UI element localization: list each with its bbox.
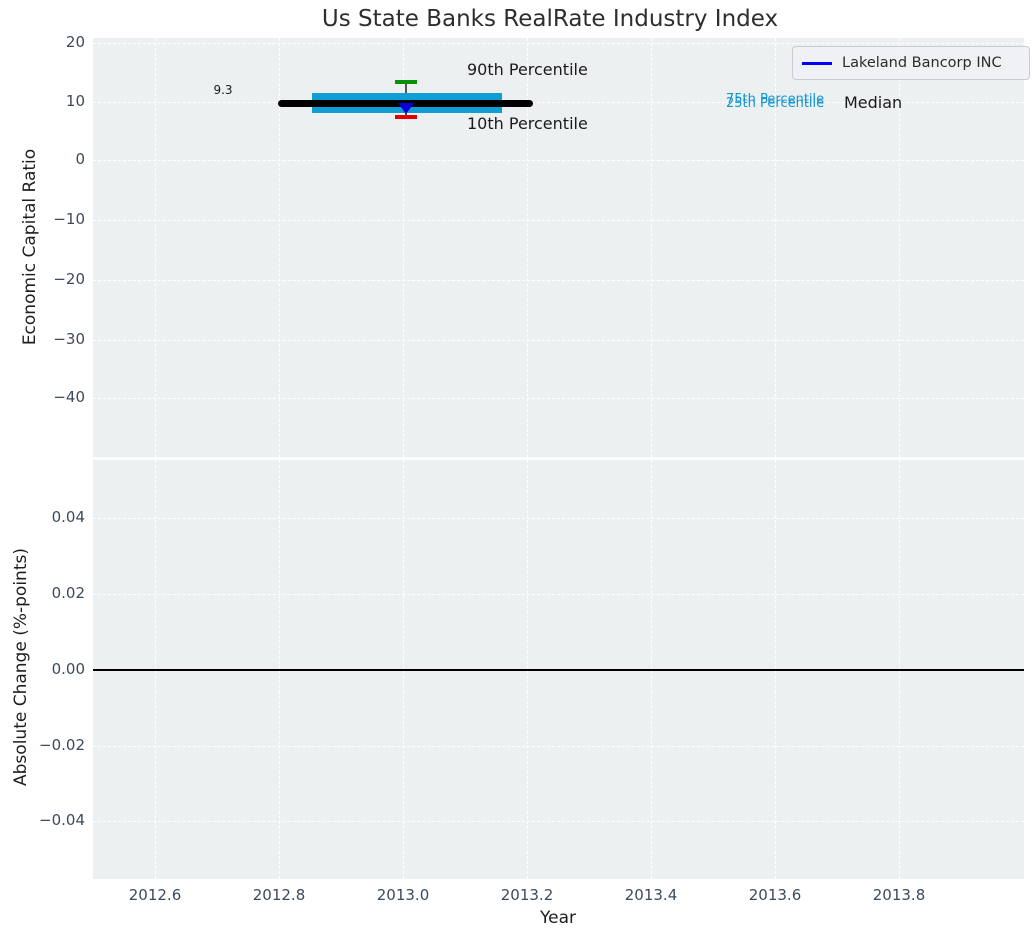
x-tick-label: 2013.6 [730, 886, 820, 904]
gridline [93, 220, 1024, 221]
gridline [93, 160, 1024, 161]
top-y-axis-label: Economic Capital Ratio [20, 149, 40, 345]
x-tick-label: 2012.6 [110, 886, 200, 904]
top-plot-area: 9.3 90th Percentile 10th Percentile 75th… [93, 38, 1024, 457]
p90-cap [395, 80, 417, 84]
gridline [93, 398, 1024, 399]
p25-label: 25th Percentile [726, 96, 824, 111]
gridline [93, 280, 1024, 281]
gridline [93, 340, 1024, 341]
x-tick-label: 2013.0 [358, 886, 448, 904]
legend-entry: Lakeland Bancorp INC [842, 55, 1002, 71]
gridline [651, 38, 652, 457]
x-tick-label: 2013.8 [854, 886, 944, 904]
bottom-plot-area [93, 460, 1024, 879]
y-tick-label: 20 [0, 33, 85, 51]
y-tick-label: −10 [0, 210, 85, 228]
company-marker-icon [398, 103, 414, 114]
x-tick-label: 2013.2 [482, 886, 572, 904]
x-axis-label: Year [458, 908, 658, 928]
p90-label: 90th Percentile [467, 60, 588, 79]
gridline [93, 594, 1024, 595]
legend: Lakeland Bancorp INC [792, 46, 1030, 80]
gridline [93, 518, 1024, 519]
bottom-y-axis-label: Absolute Change (%-points) [11, 548, 31, 786]
gridline [93, 43, 1024, 44]
y-tick-label: 0 [0, 150, 85, 168]
chart-title: Us State Banks RealRate Industry Index [70, 6, 1030, 32]
legend-line-icon [802, 62, 832, 65]
gridline [93, 821, 1024, 822]
x-tick-label: 2013.4 [606, 886, 696, 904]
p10-label: 10th Percentile [467, 114, 588, 133]
median-label: Median [844, 93, 902, 112]
gridline [155, 38, 156, 457]
y-tick-label: 10 [0, 92, 85, 110]
y-tick-label: −40 [0, 388, 85, 406]
y-tick-label: −20 [0, 270, 85, 288]
x-tick-label: 2012.8 [234, 886, 324, 904]
gridline [93, 746, 1024, 747]
y-tick-label: 0.04 [0, 508, 85, 526]
zero-reference-line [93, 669, 1024, 671]
p10-cap [395, 115, 417, 119]
y-tick-label: −30 [0, 330, 85, 348]
y-tick-label: −0.04 [0, 811, 85, 829]
value-annotation: 9.3 [198, 83, 248, 97]
figure: Us State Banks RealRate Industry Index 9… [0, 0, 1034, 942]
